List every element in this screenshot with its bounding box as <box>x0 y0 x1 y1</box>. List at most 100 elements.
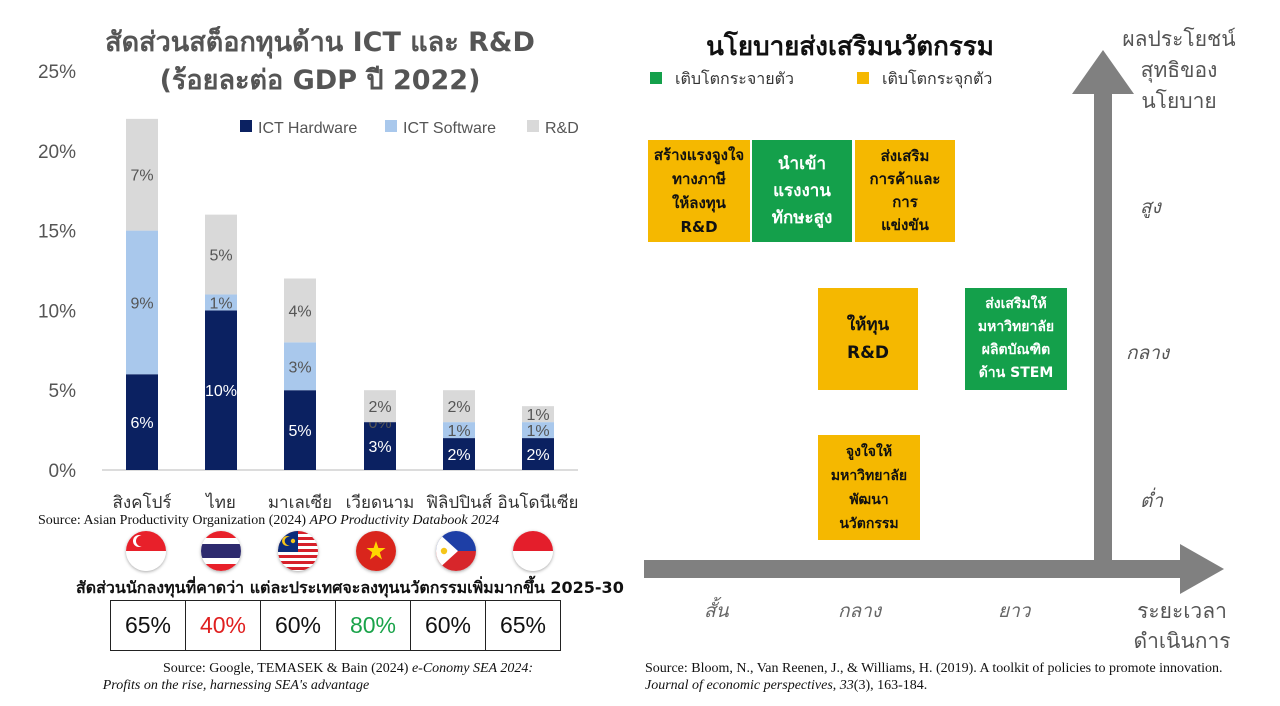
investor-source-italic-1: e-Conomy SEA 2024: <box>411 661 534 676</box>
investor-share-cell: 60% <box>410 600 486 651</box>
stacked-bar-chart: 0% 5% 10% 15% 20% 25% 6% 9% 7% สิงคโปร์ 10% 1% 5% ไทย… <box>38 62 579 513</box>
bar-data-label: 5% <box>288 423 311 440</box>
bar-data-label: 2% <box>447 399 470 416</box>
y-tick-label: 15% <box>38 222 76 243</box>
legend-swatch-concentrated <box>857 72 869 84</box>
policy-source: Source: Bloom, N., Van Reenen, J., & Wil… <box>645 660 1265 694</box>
bar-segment-ict-software <box>126 230 158 375</box>
bar-segment-ict-hardware <box>126 374 158 470</box>
bar-data-label: 1% <box>526 407 549 424</box>
bar-segment-ict-hardware <box>364 422 396 470</box>
bar-segment-r-d <box>364 390 396 423</box>
chart-source-italic: APO Productivity Databook 2024 <box>309 513 500 528</box>
policy-box-label: นำเข้า แรงงาน ทักษะสูง <box>771 153 833 228</box>
y-axis-title: ผลประโยชน์ สุทธิของ นโยบาย <box>1122 27 1236 113</box>
chart-title: สัดส่วนสต็อกทุนด้าน ICT และ R&D (ร้อยละต… <box>60 24 580 100</box>
bar-data-label: 2% <box>526 447 549 464</box>
investor-share-cell: 40% <box>185 600 261 651</box>
chart-title-line2: (ร้อยละต่อ GDP ปี 2022) <box>159 65 481 96</box>
bar-data-label: 1% <box>209 295 232 312</box>
policy-title: นโยบายส่งเสริมนวัตกรรม <box>706 32 994 62</box>
bar-data-label: 4% <box>288 303 311 320</box>
investor-share-cell: 60% <box>260 600 336 651</box>
bar-segment-ict-hardware <box>443 438 475 470</box>
bar-data-label: 10% <box>205 383 237 400</box>
y-tick-label: 10% <box>38 301 76 322</box>
investor-source: Source: Google, TEMASEK & Bain (2024) e-… <box>0 660 696 694</box>
investor-source-italic-2: Profits on the rise, harnessing SEA's ad… <box>102 678 370 693</box>
x-category-label: สิงคโปร์ <box>112 492 171 513</box>
y-level-high: สูง <box>1140 196 1161 218</box>
legend-swatch <box>385 120 397 132</box>
chart-source: Source: Asian Productivity Organization … <box>38 513 499 529</box>
bar-segment-ict-software <box>205 294 237 311</box>
legend-swatch-dispersed <box>650 72 662 84</box>
bar-data-label: 6% <box>130 415 153 432</box>
legend-label: R&D <box>545 120 579 137</box>
bar-segment-r-d <box>126 118 158 231</box>
y-tick-label: 25% <box>38 62 76 83</box>
x-level-short: สั้น <box>704 600 729 622</box>
policy-source-end: (3), 163-184. <box>853 678 928 693</box>
investor-share-cell: 80% <box>335 600 411 651</box>
investor-share-value: 60% <box>274 612 322 638</box>
bar-data-label: 1% <box>447 423 470 440</box>
legend-label: ICT Software <box>403 120 496 137</box>
x-category-label: ไทย <box>204 492 236 513</box>
investor-share-value: 65% <box>124 612 172 638</box>
investor-share-value: 65% <box>499 612 547 638</box>
investor-share-value: 40% <box>199 612 247 638</box>
x-category-label: อินโดนีเซีย <box>498 492 579 513</box>
bar-segment-ict-software <box>522 422 554 439</box>
bar-data-label: 1% <box>526 423 549 440</box>
legend-swatch <box>240 120 252 132</box>
y-tick-label: 0% <box>49 461 77 482</box>
policy-box-label: สร้างแรงจูงใจ ทางภาษี ให้ลงทุน R&D <box>653 146 745 236</box>
vietnam-flag <box>356 531 396 571</box>
philippines-flag <box>436 531 476 571</box>
bar-segment-r-d <box>205 214 237 295</box>
bar-data-label: 3% <box>288 359 311 376</box>
policy-box-stem-graduates: ส่งเสริมให้ มหาวิทยาลัย ผลิตบัณฑิต ด้าน … <box>965 288 1067 390</box>
policy-source-text: Source: Bloom, N., Van Reenen, J., & Wil… <box>645 661 1223 676</box>
bar-data-label: 2% <box>447 447 470 464</box>
investor-share-title: สัดส่วนนักลงทุนที่คาดว่า แต่ละประเทศจะลง… <box>76 578 624 597</box>
thailand-flag <box>201 531 241 571</box>
legend-label-dispersed: เติบโตกระจายตัว <box>675 69 794 88</box>
bar-data-label: 5% <box>209 248 232 265</box>
x-axis-line <box>644 560 1184 578</box>
chart-source-text: Source: Asian Productivity Organization … <box>38 513 310 528</box>
x-category-label: มาเลเซีย <box>268 493 332 513</box>
x-axis-arrowhead <box>1180 544 1224 594</box>
policy-box-label: จูงใจให้ มหาวิทยาลัย พัฒนา นวัตกรรม <box>830 443 908 532</box>
x-category-label: เวียดนาม <box>346 493 415 513</box>
x-level-medium: กลาง <box>838 600 882 622</box>
investor-share-table: 65% 40% 60% 80% 60% 65% <box>110 600 561 651</box>
investor-share-cell: 65% <box>485 600 561 651</box>
policy-box-skilled-labor: นำเข้า แรงงาน ทักษะสูง <box>752 140 852 242</box>
bar-segment-ict-software <box>443 422 475 439</box>
malaysia-flag <box>278 531 318 571</box>
x-axis-title: ระยะเวลา ดำเนินการ <box>1133 599 1231 653</box>
bar-segment-r-d <box>284 278 316 343</box>
y-axis-line <box>1094 84 1112 574</box>
bar-data-label: 3% <box>368 439 391 456</box>
bar-segment-ict-software <box>284 342 316 391</box>
singapore-flag <box>126 531 166 571</box>
investor-share-cell: 65% <box>110 600 186 651</box>
y-level-low: ต่ำ <box>1140 490 1164 512</box>
policy-box-label: ให้ทุน R&D <box>846 315 890 363</box>
bar-data-label: 2% <box>368 399 391 416</box>
legend-label-concentrated: เติบโตกระจุกตัว <box>882 69 993 88</box>
bar-segment-ict-hardware <box>522 438 554 470</box>
policy-box-university-innovation: จูงใจให้ มหาวิทยาลัย พัฒนา นวัตกรรม <box>818 435 920 540</box>
bar-segment-ict-hardware <box>284 390 316 470</box>
bar-segment-r-d <box>522 406 554 423</box>
x-level-long: ยาว <box>998 600 1031 622</box>
investor-share-value: 60% <box>424 612 472 638</box>
bar-segment-r-d <box>443 390 475 423</box>
investor-source-text: Source: Google, TEMASEK & Bain (2024) <box>162 661 412 676</box>
indonesia-flag <box>513 531 553 571</box>
policy-box-tax-incentive-rd: สร้างแรงจูงใจ ทางภาษี ให้ลงทุน R&D <box>648 140 750 242</box>
policy-box-rd-grants: ให้ทุน R&D <box>818 288 918 390</box>
